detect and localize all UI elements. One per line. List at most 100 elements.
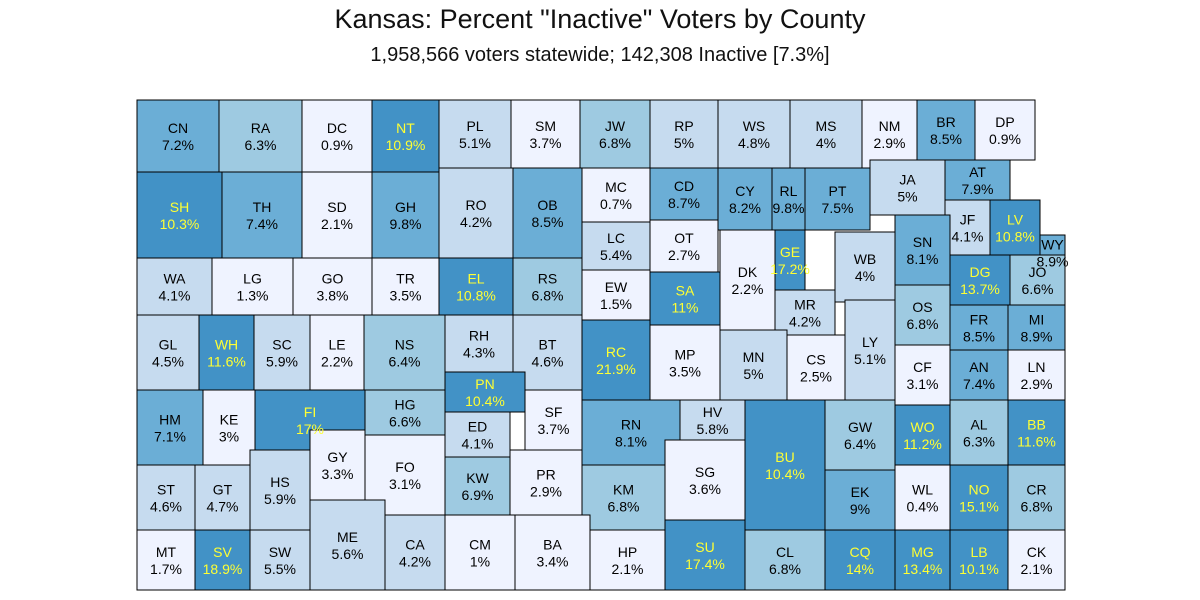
county-pct-label: 2.9%: [874, 135, 906, 151]
county-abbr-label: BB: [1027, 417, 1046, 433]
county-abbr-label: RL: [780, 183, 798, 199]
county-wo: [894, 404, 951, 466]
county-abbr-label: SW: [269, 544, 292, 560]
county-ws: [717, 99, 791, 169]
county-abbr-label: LN: [1028, 359, 1046, 375]
county-abbr-label: PT: [829, 183, 847, 199]
county-pct-label: 2.9%: [1021, 376, 1053, 392]
county-pct-label: 3.1%: [907, 376, 939, 392]
county-pct-label: 4.3%: [463, 345, 495, 361]
county-abbr-label: WA: [163, 271, 186, 287]
county-abbr-label: CK: [1027, 544, 1047, 560]
county-abbr-label: SN: [913, 234, 932, 250]
county-pct-label: 6.6%: [1022, 281, 1054, 297]
county-cs: [786, 334, 846, 401]
county-pct-label: 13.4%: [903, 561, 943, 577]
county-pct-label: 2.1%: [612, 561, 644, 577]
county-pct-label: 9.8%: [390, 216, 422, 232]
county-hp: [589, 529, 666, 591]
county-cy: [717, 167, 773, 231]
county-pct-label: 5%: [897, 189, 917, 205]
county-mc: [581, 167, 651, 223]
county-abbr-label: JF: [960, 212, 976, 228]
county-abbr-label: JW: [605, 118, 626, 134]
county-abbr-label: PR: [536, 467, 555, 483]
county-ln: [1007, 349, 1066, 401]
county-sd: [301, 171, 373, 259]
county-pct-label: 6.3%: [245, 137, 277, 153]
county-abbr-label: DK: [738, 264, 758, 280]
county-abbr-label: MC: [605, 179, 627, 195]
county-abbr-label: MS: [816, 118, 837, 134]
county-abbr-label: BU: [775, 449, 794, 465]
county-pct-label: 2.5%: [800, 369, 832, 385]
county-abbr-label: KM: [613, 482, 634, 498]
county-rc: [581, 319, 651, 401]
county-gh: [371, 171, 440, 259]
county-cr: [1007, 464, 1066, 531]
county-cm: [444, 514, 516, 591]
county-sv: [194, 529, 251, 591]
county-pct-label: 6.9%: [462, 487, 494, 503]
county-wl: [894, 464, 951, 531]
county-abbr-label: LE: [328, 337, 345, 353]
county-pct-label: 21.9%: [596, 361, 636, 377]
county-bb: [1007, 399, 1066, 466]
county-pr: [509, 449, 583, 516]
county-abbr-label: NS: [395, 337, 414, 353]
county-pct-label: 4.1%: [159, 288, 191, 304]
county-abbr-label: CM: [469, 537, 491, 553]
county-pct-label: 11.2%: [903, 436, 942, 452]
county-abbr-label: OT: [674, 230, 694, 246]
county-abbr-label: CR: [1026, 482, 1046, 498]
county-abbr-label: RH: [469, 328, 489, 344]
county-pt: [804, 167, 871, 231]
county-abbr-label: EL: [467, 271, 484, 287]
county-abbr-label: CY: [735, 183, 755, 199]
county-dc: [301, 99, 373, 173]
county-pct-label: 3.7%: [538, 421, 570, 437]
county-abbr-label: TH: [253, 199, 272, 215]
county-pct-label: 17.4%: [685, 556, 725, 572]
county-cn: [136, 99, 220, 173]
county-hm: [136, 389, 204, 466]
county-nm: [861, 99, 918, 169]
county-pct-label: 6.8%: [608, 499, 640, 515]
county-rh: [444, 314, 514, 373]
county-kw: [444, 456, 511, 516]
county-pct-label: 6.8%: [907, 316, 939, 332]
county-abbr-label: HV: [703, 404, 723, 420]
county-mg: [894, 529, 951, 591]
county-pct-label: 8.9%: [1021, 329, 1053, 345]
county-abbr-label: MP: [675, 347, 696, 363]
county-abbr-label: SF: [545, 404, 563, 420]
county-abbr-label: GE: [780, 244, 800, 260]
county-abbr-label: RC: [606, 344, 626, 360]
county-abbr-label: OB: [537, 197, 557, 213]
county-abbr-label: SD: [327, 199, 346, 215]
county-pct-label: 3%: [219, 429, 239, 445]
county-pct-label: 4.2%: [399, 554, 431, 570]
county-abbr-label: NT: [396, 120, 415, 136]
county-abbr-label: EK: [851, 484, 870, 500]
county-pct-label: 3.4%: [537, 554, 569, 570]
county-abbr-label: WB: [854, 251, 877, 267]
county-bu: [744, 399, 826, 531]
county-ba: [514, 514, 591, 591]
county-pct-label: 11.6%: [1017, 434, 1056, 450]
county-rp: [649, 99, 719, 169]
county-abbr-label: CA: [405, 537, 425, 553]
county-abbr-label: AT: [969, 164, 986, 180]
county-pct-label: 0.9%: [321, 137, 353, 153]
map-title: Kansas: Percent "Inactive" Voters by Cou…: [334, 4, 866, 34]
county-mn: [719, 329, 788, 401]
county-pct-label: 8.2%: [729, 200, 761, 216]
county-abbr-label: MG: [911, 544, 934, 560]
county-pct-label: 10.3%: [160, 216, 200, 232]
county-wa: [136, 257, 213, 316]
county-pct-label: 5.6%: [332, 546, 364, 562]
county-abbr-label: SV: [213, 544, 232, 560]
county-pct-label: 9%: [850, 501, 870, 517]
county-abbr-label: WH: [215, 337, 238, 353]
county-pct-label: 7.1%: [154, 429, 186, 445]
